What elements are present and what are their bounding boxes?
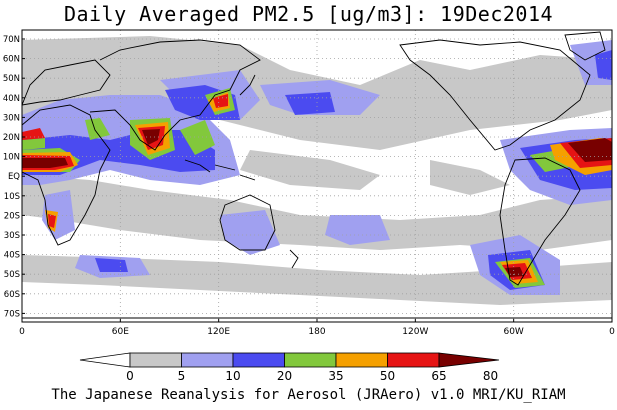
lon-label: 60W — [503, 327, 523, 337]
lat-label: 20S — [4, 211, 20, 221]
footer-credit: The Japanese Reanalysis for Aerosol (JRA… — [51, 387, 566, 403]
lat-label: EQ — [8, 172, 20, 182]
colorbar-segment — [387, 352, 440, 368]
colorbar-segment — [129, 352, 182, 368]
lat-label: 10N — [3, 153, 20, 163]
lat-label: 10S — [4, 192, 20, 202]
lat-label: 30N — [3, 113, 20, 123]
lat-label: 50N — [3, 74, 20, 84]
lat-label: 60N — [3, 55, 20, 65]
colorbar-segment — [438, 352, 500, 368]
colorbar-segment — [79, 352, 131, 368]
lon-label: 180 — [308, 327, 325, 337]
colorbar-label: 80 — [483, 369, 498, 383]
lon-label: 120E — [207, 327, 230, 337]
lat-label: 70N — [3, 35, 20, 45]
colorbar-label: 35 — [328, 369, 343, 383]
colorbar-label: 65 — [431, 369, 446, 383]
lat-label: 30S — [4, 231, 20, 241]
lat-label: 40N — [3, 94, 20, 104]
coastlines — [22, 31, 612, 319]
colorbar-segment — [284, 352, 337, 368]
colorbar-label: 5 — [178, 369, 186, 383]
colorbar-label: 20 — [277, 369, 292, 383]
colorbar: 0 5 10 20 35 50 65 80 — [79, 352, 500, 383]
colorbar-segment — [232, 352, 285, 368]
colorbar-label: 50 — [380, 369, 395, 383]
lon-label: 60E — [112, 327, 129, 337]
lon-label: 120W — [402, 327, 428, 337]
colorbar-segment — [181, 352, 234, 368]
lat-label: 40S — [4, 251, 20, 261]
lat-label: 70S — [4, 309, 20, 319]
colorbar-label: 0 — [126, 369, 134, 383]
lon-label: 0 — [19, 327, 25, 337]
lat-label: 60S — [4, 290, 20, 300]
map-title: Daily Averaged PM2.5 [ug/m3]: 19Dec2014 — [63, 2, 554, 26]
lon-label: 0 — [609, 327, 615, 337]
lat-label: 50S — [4, 270, 20, 280]
colorbar-label: 10 — [225, 369, 240, 383]
lat-label: 20N — [3, 133, 20, 143]
concentration-field — [22, 36, 612, 305]
colorbar-segment — [335, 352, 388, 368]
